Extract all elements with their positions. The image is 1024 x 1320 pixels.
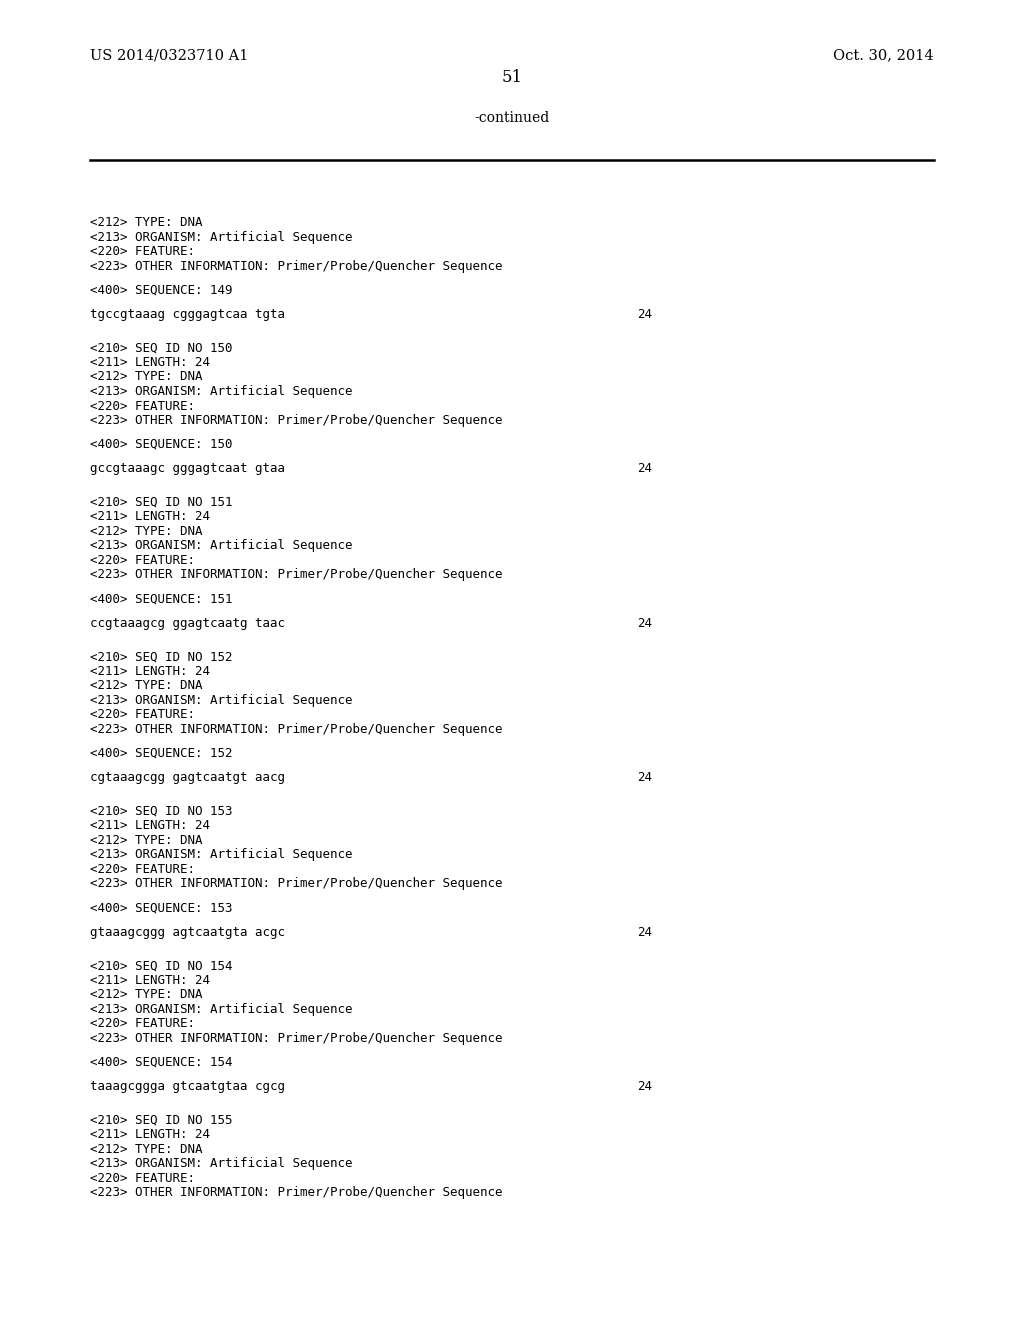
Text: Oct. 30, 2014: Oct. 30, 2014 [834,48,934,62]
Text: <223> OTHER INFORMATION: Primer/Probe/Quencher Sequence: <223> OTHER INFORMATION: Primer/Probe/Qu… [90,414,503,428]
Text: <223> OTHER INFORMATION: Primer/Probe/Quencher Sequence: <223> OTHER INFORMATION: Primer/Probe/Qu… [90,569,503,581]
Text: <213> ORGANISM: Artificial Sequence: <213> ORGANISM: Artificial Sequence [90,1003,352,1016]
Text: <220> FEATURE:: <220> FEATURE: [90,246,196,259]
Text: <400> SEQUENCE: 151: <400> SEQUENCE: 151 [90,593,232,605]
Text: <213> ORGANISM: Artificial Sequence: <213> ORGANISM: Artificial Sequence [90,849,352,862]
Text: <400> SEQUENCE: 149: <400> SEQUENCE: 149 [90,284,232,297]
Text: <212> TYPE: DNA: <212> TYPE: DNA [90,680,203,692]
Text: <211> LENGTH: 24: <211> LENGTH: 24 [90,665,210,678]
Text: <223> OTHER INFORMATION: Primer/Probe/Quencher Sequence: <223> OTHER INFORMATION: Primer/Probe/Qu… [90,878,503,890]
Text: <210> SEQ ID NO 153: <210> SEQ ID NO 153 [90,805,232,817]
Text: <220> FEATURE:: <220> FEATURE: [90,400,196,412]
Text: 51: 51 [502,69,522,86]
Text: gtaaagcggg agtcaatgta acgc: gtaaagcggg agtcaatgta acgc [90,925,285,939]
Text: <223> OTHER INFORMATION: Primer/Probe/Quencher Sequence: <223> OTHER INFORMATION: Primer/Probe/Qu… [90,260,503,272]
Text: <210> SEQ ID NO 154: <210> SEQ ID NO 154 [90,960,232,972]
Text: <213> ORGANISM: Artificial Sequence: <213> ORGANISM: Artificial Sequence [90,385,352,399]
Text: <213> ORGANISM: Artificial Sequence: <213> ORGANISM: Artificial Sequence [90,694,352,708]
Text: <210> SEQ ID NO 151: <210> SEQ ID NO 151 [90,496,232,508]
Text: <212> TYPE: DNA: <212> TYPE: DNA [90,834,203,847]
Text: <210> SEQ ID NO 150: <210> SEQ ID NO 150 [90,342,232,354]
Text: <400> SEQUENCE: 154: <400> SEQUENCE: 154 [90,1056,232,1069]
Text: gccgtaaagc gggagtcaat gtaa: gccgtaaagc gggagtcaat gtaa [90,462,285,475]
Text: <223> OTHER INFORMATION: Primer/Probe/Quencher Sequence: <223> OTHER INFORMATION: Primer/Probe/Qu… [90,1032,503,1045]
Text: <210> SEQ ID NO 152: <210> SEQ ID NO 152 [90,651,232,663]
Text: <220> FEATURE:: <220> FEATURE: [90,863,196,876]
Text: ccgtaaagcg ggagtcaatg taac: ccgtaaagcg ggagtcaatg taac [90,616,285,630]
Text: taaagcggga gtcaatgtaa cgcg: taaagcggga gtcaatgtaa cgcg [90,1080,285,1093]
Text: <212> TYPE: DNA: <212> TYPE: DNA [90,216,203,230]
Text: 24: 24 [637,462,652,475]
Text: <220> FEATURE:: <220> FEATURE: [90,1172,196,1185]
Text: <223> OTHER INFORMATION: Primer/Probe/Quencher Sequence: <223> OTHER INFORMATION: Primer/Probe/Qu… [90,1187,503,1199]
Text: <400> SEQUENCE: 153: <400> SEQUENCE: 153 [90,902,232,913]
Text: <212> TYPE: DNA: <212> TYPE: DNA [90,1143,203,1156]
Text: <220> FEATURE:: <220> FEATURE: [90,554,196,568]
Text: <213> ORGANISM: Artificial Sequence: <213> ORGANISM: Artificial Sequence [90,1158,352,1171]
Text: 24: 24 [637,1080,652,1093]
Text: <400> SEQUENCE: 152: <400> SEQUENCE: 152 [90,747,232,759]
Text: <211> LENGTH: 24: <211> LENGTH: 24 [90,356,210,368]
Text: <212> TYPE: DNA: <212> TYPE: DNA [90,525,203,539]
Text: <212> TYPE: DNA: <212> TYPE: DNA [90,989,203,1001]
Text: -continued: -continued [474,111,550,125]
Text: <211> LENGTH: 24: <211> LENGTH: 24 [90,820,210,833]
Text: <400> SEQUENCE: 150: <400> SEQUENCE: 150 [90,438,232,451]
Text: 24: 24 [637,925,652,939]
Text: <210> SEQ ID NO 155: <210> SEQ ID NO 155 [90,1114,232,1127]
Text: cgtaaagcgg gagtcaatgt aacg: cgtaaagcgg gagtcaatgt aacg [90,771,285,784]
Text: <220> FEATURE:: <220> FEATURE: [90,709,196,721]
Text: <212> TYPE: DNA: <212> TYPE: DNA [90,371,203,383]
Text: tgccgtaaag cgggagtcaa tgta: tgccgtaaag cgggagtcaa tgta [90,308,285,321]
Text: 24: 24 [637,308,652,321]
Text: <211> LENGTH: 24: <211> LENGTH: 24 [90,511,210,523]
Text: US 2014/0323710 A1: US 2014/0323710 A1 [90,48,249,62]
Text: 24: 24 [637,616,652,630]
Text: <213> ORGANISM: Artificial Sequence: <213> ORGANISM: Artificial Sequence [90,540,352,552]
Text: <211> LENGTH: 24: <211> LENGTH: 24 [90,974,210,987]
Text: <223> OTHER INFORMATION: Primer/Probe/Quencher Sequence: <223> OTHER INFORMATION: Primer/Probe/Qu… [90,723,503,737]
Text: <213> ORGANISM: Artificial Sequence: <213> ORGANISM: Artificial Sequence [90,231,352,243]
Text: <211> LENGTH: 24: <211> LENGTH: 24 [90,1129,210,1140]
Text: <220> FEATURE:: <220> FEATURE: [90,1018,196,1030]
Text: 24: 24 [637,771,652,784]
